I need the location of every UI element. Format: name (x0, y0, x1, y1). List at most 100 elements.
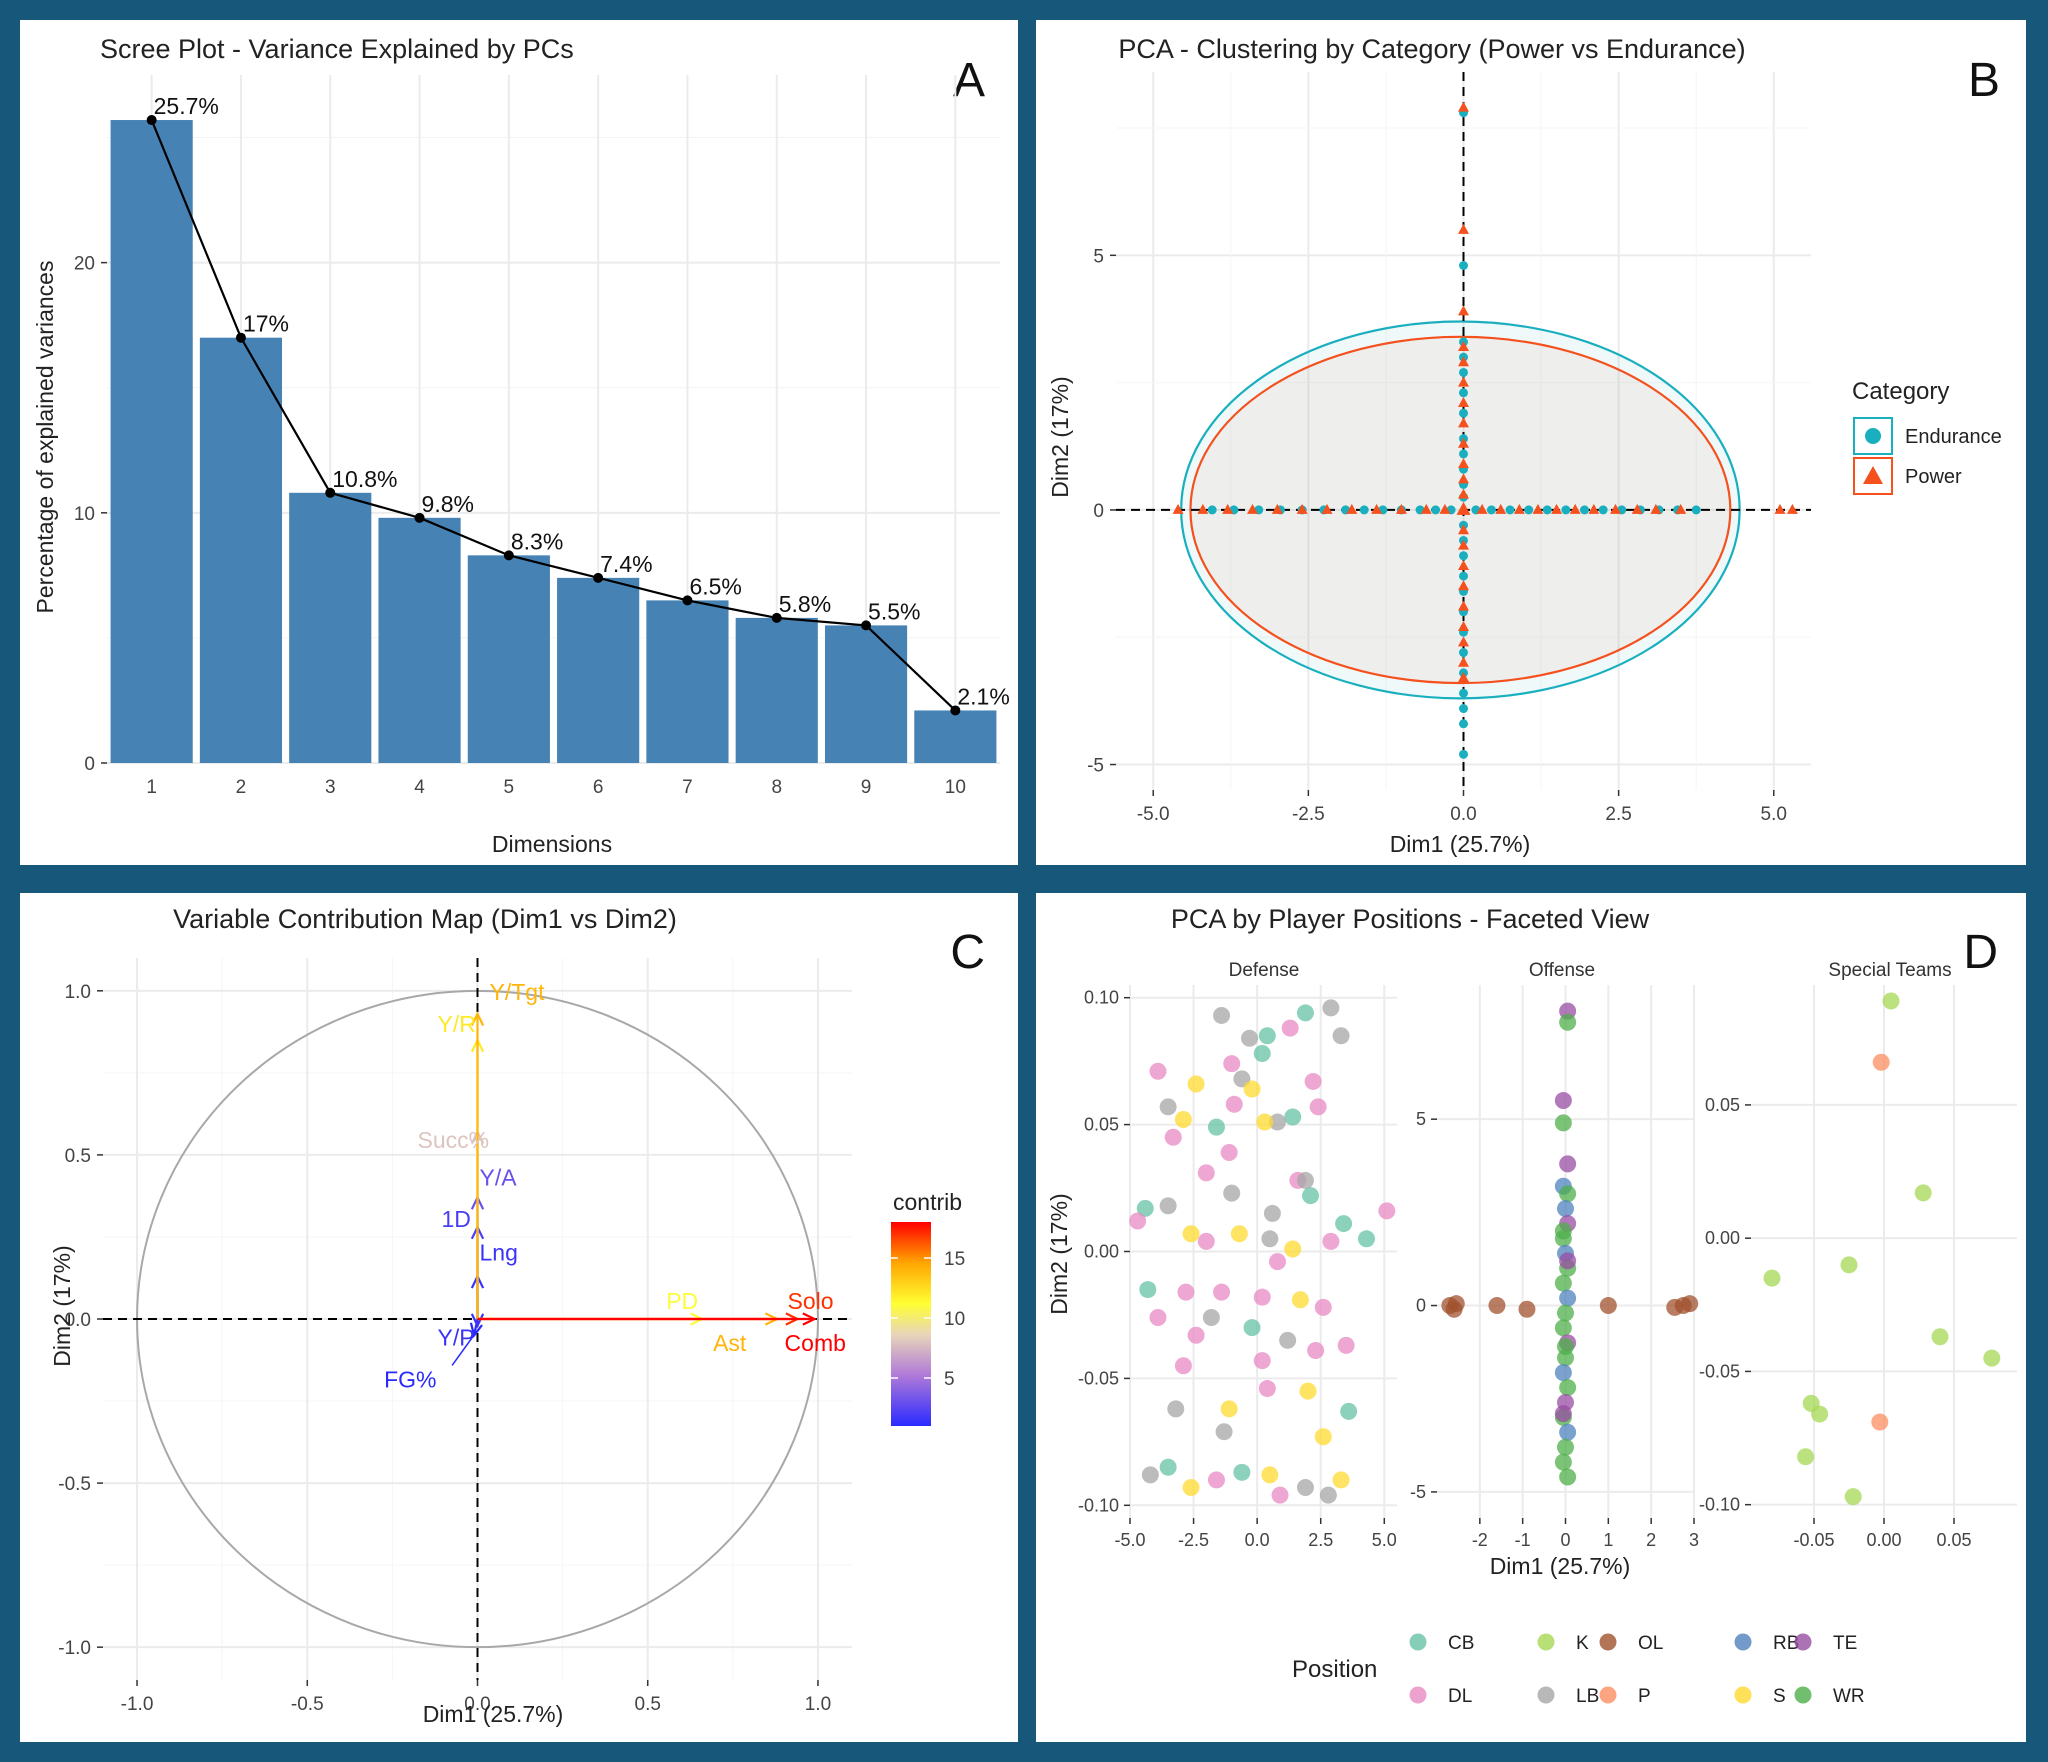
point-power (1513, 503, 1525, 514)
y-tick-label: -0.10 (1078, 1495, 1119, 1515)
point-endurance (1561, 505, 1571, 515)
bar-dimension-3 (289, 492, 372, 763)
legend-item-ol: OL (1599, 1633, 1663, 1654)
x-tick-label: -1.0 (121, 1694, 154, 1715)
point-power (1420, 503, 1432, 514)
panel-a-x-label: Dimensions (492, 831, 612, 857)
legend-item-wr: WR (1794, 1686, 1865, 1707)
x-tick-label: 9 (861, 777, 872, 798)
facet-offense: -2 -1 0 1 2 3 -5 0 5 (1410, 985, 1699, 1550)
value-label: 9.8% (422, 491, 474, 517)
point-rb (1559, 1423, 1577, 1441)
point-power (1458, 539, 1469, 550)
point-power (1222, 503, 1234, 514)
point-cb (1159, 1458, 1177, 1476)
point-power (1371, 503, 1383, 514)
point-lb (1215, 1423, 1233, 1441)
x-tick-label: 1 (1603, 1530, 1613, 1550)
y-tick-label: 0.00 (1705, 1228, 1740, 1248)
point-power (1458, 223, 1469, 234)
point-power (1346, 503, 1358, 514)
point-dl (1220, 1144, 1238, 1162)
x-tick-label: 2 (236, 777, 247, 798)
panel-a-bars (110, 120, 997, 764)
point-te (1559, 1155, 1577, 1173)
point-ol (1488, 1297, 1506, 1315)
legend-dot-icon (1409, 1686, 1427, 1704)
point-endurance (1459, 749, 1468, 759)
point-power (1569, 503, 1581, 514)
y-tick-label: -1.0 (58, 1638, 91, 1659)
panel-b-y-ticks: -5 0 5 (1087, 246, 1116, 777)
scree-point (771, 612, 782, 623)
y-tick-label: 0 (1093, 501, 1104, 522)
x-tick-label: 2 (1646, 1530, 1656, 1550)
point-wr (1559, 1468, 1577, 1486)
point-cb (1233, 1463, 1251, 1481)
x-tick-label: 0.0 (1245, 1530, 1270, 1550)
arrow-head (470, 1011, 485, 1026)
variable-label: PD (666, 1288, 698, 1314)
legend-dot-icon (1734, 1686, 1752, 1704)
bar-dimension-1 (110, 120, 193, 764)
point-cb (1253, 1045, 1271, 1063)
x-tick-label: 10 (945, 777, 966, 798)
panel-a-value-labels: 25.7% 17% 10.8% 9.8% 8.3% 7.4% 6.5% 5.8% 5.5% 2.1… (154, 93, 1010, 709)
legend-dot-icon (1734, 1633, 1752, 1651)
point-endurance (1542, 505, 1552, 515)
point-power (1650, 503, 1662, 514)
point-endurance (1486, 505, 1496, 515)
point-lb (1279, 1331, 1297, 1349)
panel-c-variable-labels: Y/Tgt Y/R Succ% Y/A 1D Lng Y/PFG% PD Ast Solo Comb (384, 979, 846, 1393)
point-power (1395, 503, 1407, 514)
scree-point (325, 487, 336, 498)
x-tick-label: 1 (146, 777, 157, 798)
contrib-colorbar (891, 1222, 931, 1426)
arrow-head (470, 1313, 485, 1329)
panel-c-title: Variable Contribution Map (Dim1 vs Dim2) (173, 904, 677, 934)
point-wr (1559, 1013, 1577, 1031)
point-dl (1207, 1471, 1225, 1489)
legend-item-te: TE (1794, 1633, 1857, 1654)
point-ol (1599, 1297, 1617, 1315)
point-power (1458, 636, 1469, 647)
point-rb (1557, 1200, 1574, 1218)
scree-point (414, 512, 425, 523)
point-endurance (1459, 261, 1468, 271)
point-s (1187, 1075, 1205, 1093)
x-tick-label: 0.5 (635, 1694, 661, 1715)
point-dl (1378, 1202, 1396, 1220)
legend-item-lb: LB (1537, 1686, 1599, 1707)
point-s (1230, 1225, 1248, 1243)
colorbar-tick-label: 10 (944, 1309, 965, 1330)
point-dl (1223, 1055, 1241, 1073)
point-lb (1223, 1184, 1241, 1202)
legend-power-triangle-icon (1863, 466, 1883, 484)
y-tick-label: 0 (1416, 1296, 1426, 1316)
legend-dot-icon (1409, 1633, 1427, 1651)
value-label: 17% (243, 311, 289, 337)
point-s (1182, 1479, 1200, 1497)
panel-c-legend: contrib 5 10 15 (891, 1189, 965, 1426)
point-wr (1559, 1185, 1577, 1203)
point-lb (1263, 1204, 1281, 1222)
x-tick-label: -2.5 (1292, 804, 1325, 825)
legend-label: WR (1833, 1686, 1865, 1707)
scree-point (503, 550, 514, 561)
panel-b-x-ticks: -5.0 -2.5 0.0 2.5 5.0 (1137, 790, 1787, 825)
x-tick-label: 0 (1560, 1530, 1570, 1550)
point-power (1458, 580, 1469, 591)
point-power (1458, 437, 1469, 448)
point-lb (1202, 1308, 1220, 1326)
y-tick-label: -0.5 (58, 1474, 91, 1495)
x-tick-label: -5.0 (1137, 804, 1170, 825)
point-k (1844, 1488, 1862, 1506)
panel-b: PCA - Clustering by Category (Power vs E… (1036, 20, 2026, 865)
point-power (1495, 503, 1507, 514)
legend-label: CB (1448, 1633, 1474, 1654)
point-endurance (1207, 505, 1217, 515)
value-label: 8.3% (511, 528, 563, 554)
point-dl (1281, 1019, 1299, 1037)
point-wr (1554, 1274, 1572, 1292)
point-k (1840, 1256, 1858, 1274)
